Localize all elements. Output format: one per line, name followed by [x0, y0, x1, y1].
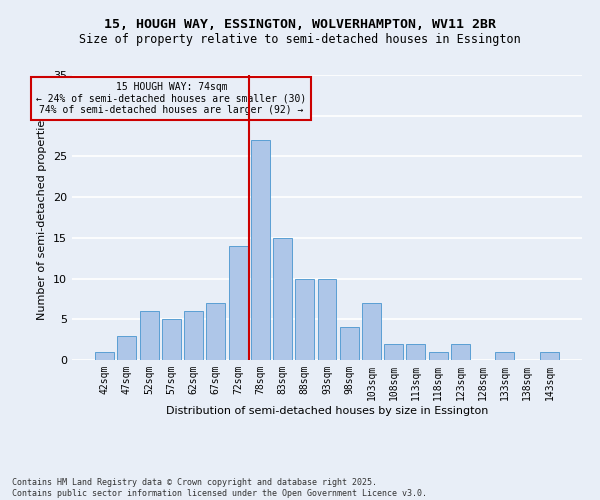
Bar [229, 246, 248, 360]
Bar [140, 311, 158, 360]
Bar [496, 352, 514, 360]
Bar [295, 278, 314, 360]
Text: 15 HOUGH WAY: 74sqm
← 24% of semi-detached houses are smaller (30)
74% of semi-d: 15 HOUGH WAY: 74sqm ← 24% of semi-detach… [36, 82, 307, 114]
Text: Size of property relative to semi-detached houses in Essington: Size of property relative to semi-detach… [79, 32, 521, 46]
Bar [273, 238, 292, 360]
Bar [251, 140, 270, 360]
Y-axis label: Number of semi-detached properties: Number of semi-detached properties [37, 114, 47, 320]
Bar [384, 344, 403, 360]
Text: 15, HOUGH WAY, ESSINGTON, WOLVERHAMPTON, WV11 2BR: 15, HOUGH WAY, ESSINGTON, WOLVERHAMPTON,… [104, 18, 496, 30]
X-axis label: Distribution of semi-detached houses by size in Essington: Distribution of semi-detached houses by … [166, 406, 488, 415]
Bar [162, 320, 181, 360]
Bar [429, 352, 448, 360]
Bar [184, 311, 203, 360]
Bar [451, 344, 470, 360]
Bar [118, 336, 136, 360]
Bar [340, 328, 359, 360]
Bar [362, 303, 381, 360]
Bar [317, 278, 337, 360]
Bar [206, 303, 225, 360]
Bar [95, 352, 114, 360]
Bar [540, 352, 559, 360]
Text: Contains HM Land Registry data © Crown copyright and database right 2025.
Contai: Contains HM Land Registry data © Crown c… [12, 478, 427, 498]
Bar [406, 344, 425, 360]
